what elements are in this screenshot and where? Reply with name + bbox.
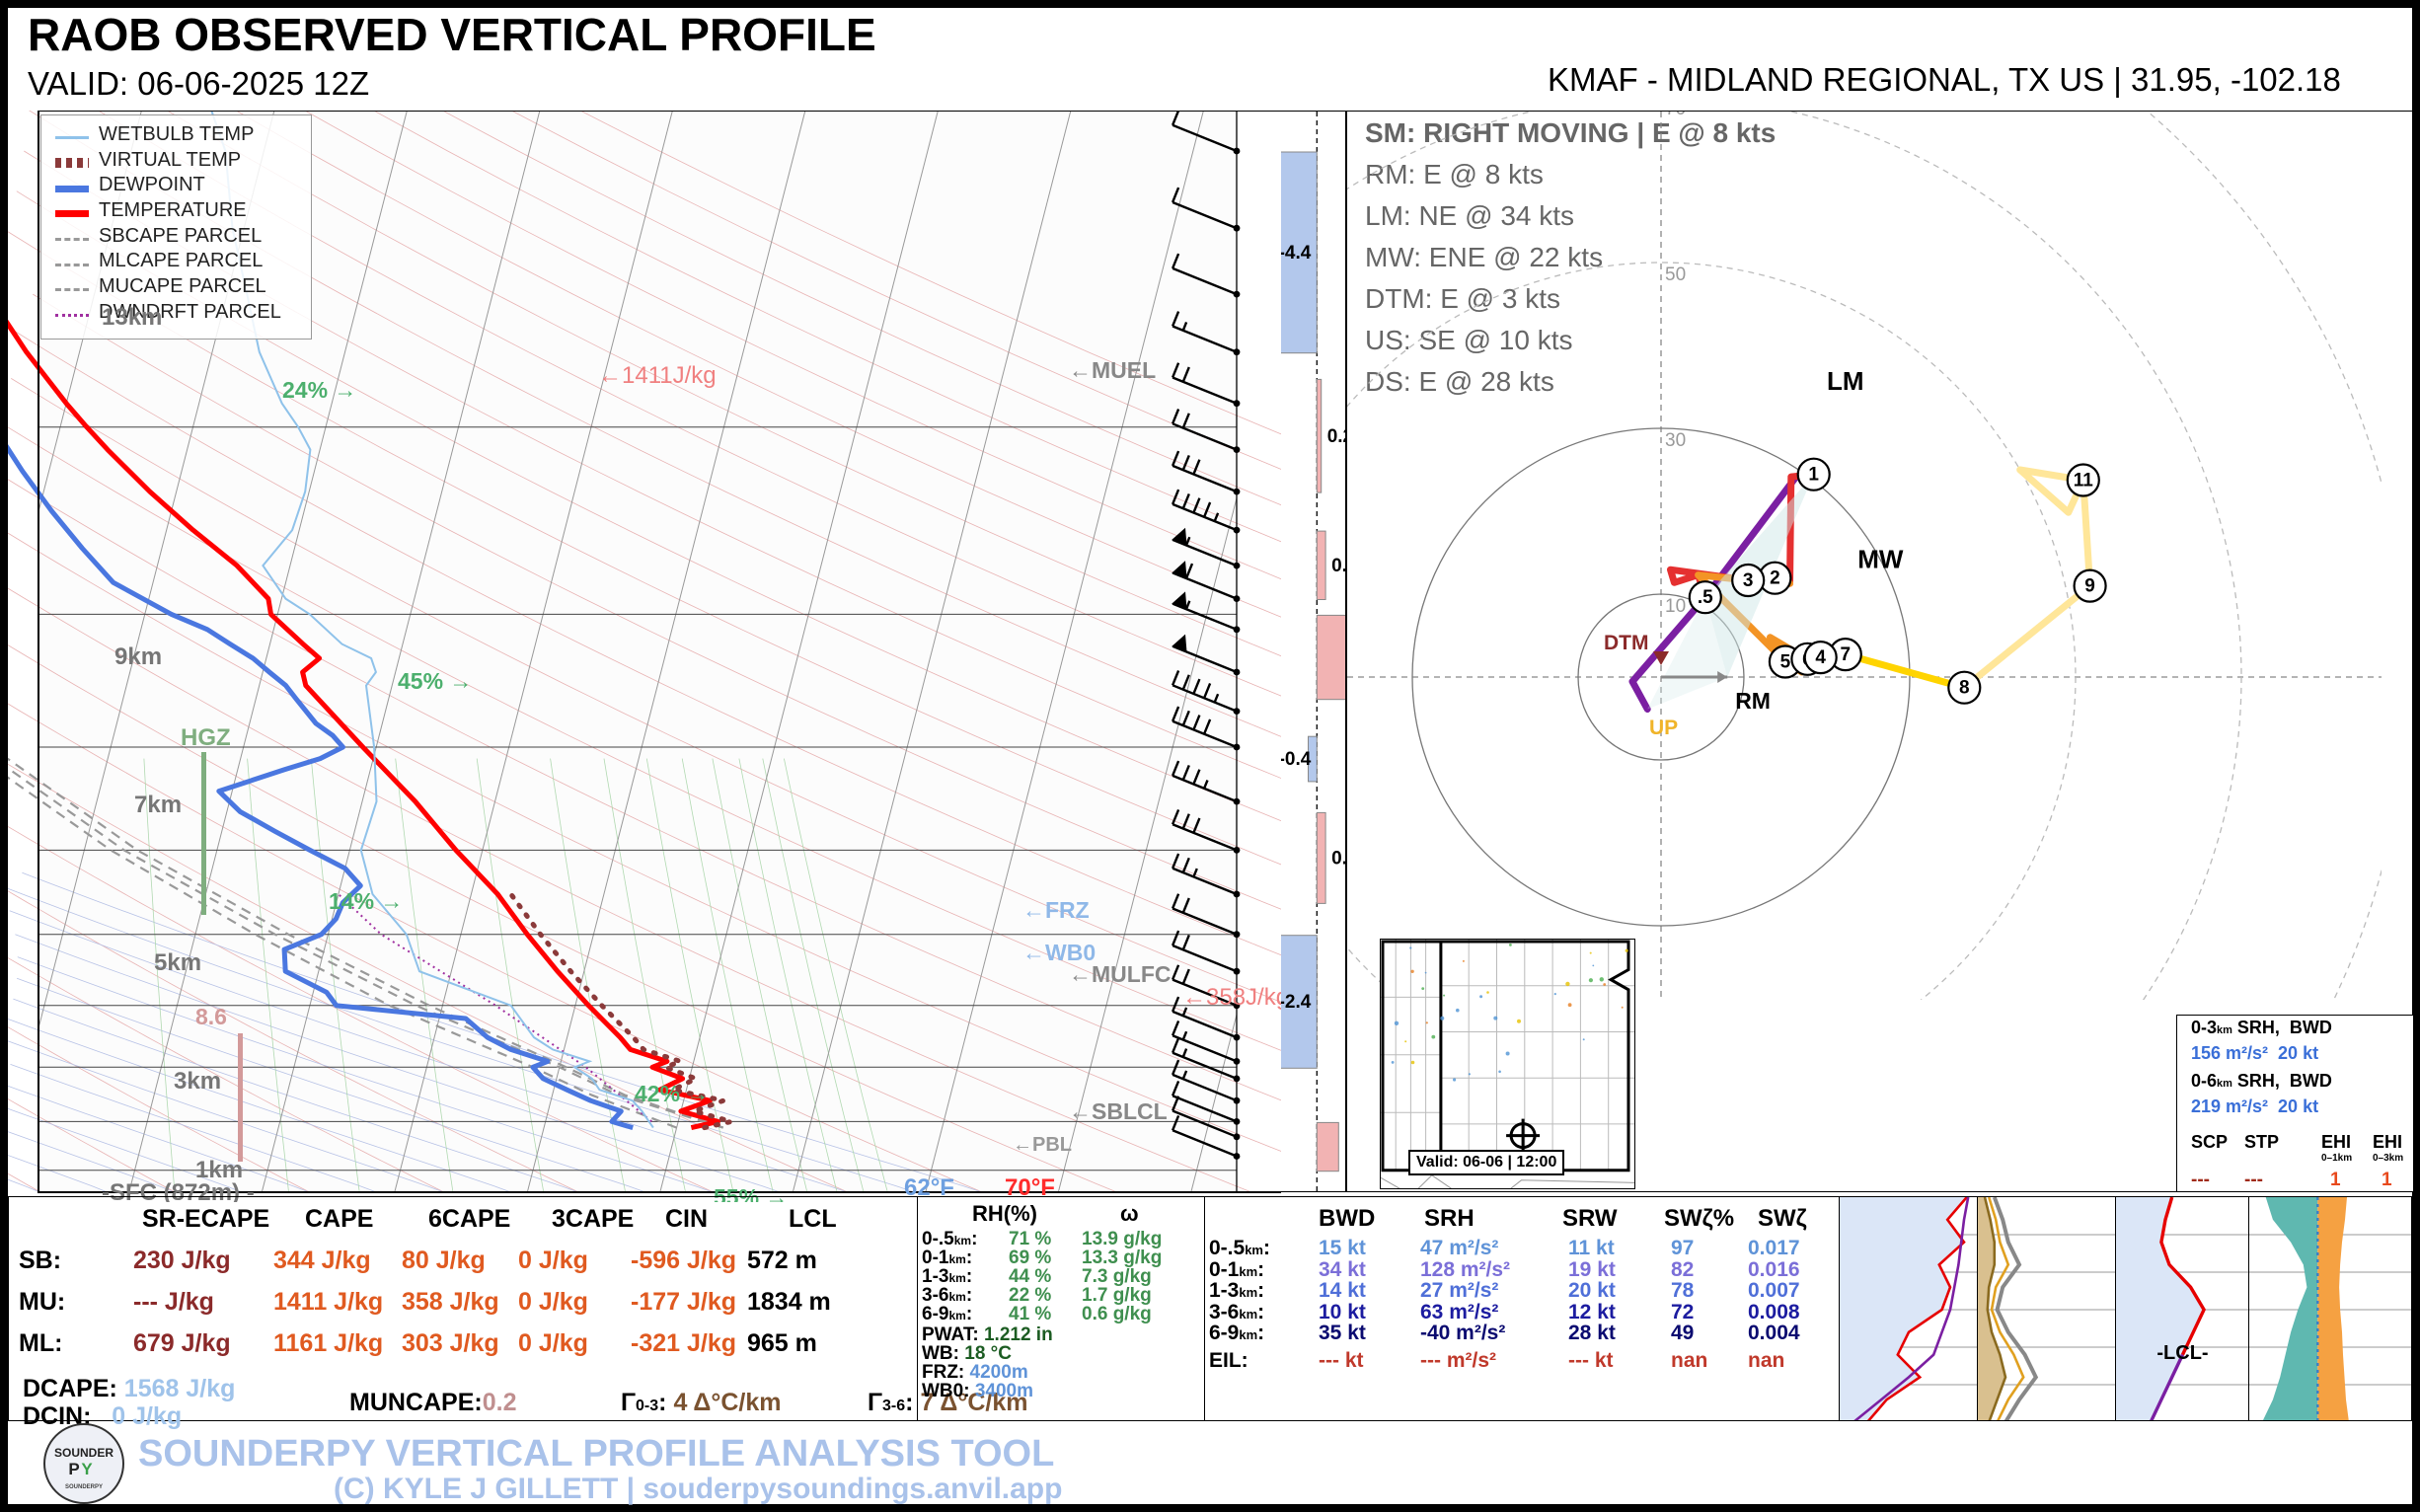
svg-text:30: 30 bbox=[1665, 430, 1686, 451]
svg-text:-LCL-: -LCL- bbox=[2156, 1342, 2208, 1364]
svg-text:0.4: 0.4 bbox=[1331, 556, 1346, 576]
svg-text:10: 10 bbox=[1665, 596, 1686, 617]
svg-text:.5: .5 bbox=[1698, 587, 1713, 608]
svg-text:LM: LM bbox=[1827, 366, 1864, 396]
svg-text:-4.4: -4.4 bbox=[1281, 243, 1312, 264]
svg-text:0.2: 0.2 bbox=[1327, 426, 1346, 447]
svg-text:MW: MW bbox=[1857, 544, 1904, 573]
svg-text:RM: RM bbox=[1735, 688, 1771, 714]
svg-text:Y: Y bbox=[81, 1460, 93, 1478]
svg-text:50: 50 bbox=[1665, 265, 1686, 285]
svg-text:P: P bbox=[68, 1460, 79, 1478]
svg-text:UP: UP bbox=[1649, 717, 1678, 739]
svg-text:5: 5 bbox=[1780, 652, 1791, 673]
svg-text:8: 8 bbox=[1959, 678, 1970, 699]
svg-text:0.4: 0.4 bbox=[1331, 848, 1346, 869]
svg-text:2: 2 bbox=[1770, 568, 1780, 589]
svg-text:70: 70 bbox=[1665, 112, 1686, 119]
svg-text:3: 3 bbox=[1743, 570, 1754, 591]
svg-text:-0.4: -0.4 bbox=[1281, 749, 1312, 770]
svg-text:1: 1 bbox=[1808, 465, 1819, 486]
svg-text:11: 11 bbox=[2074, 471, 2094, 491]
svg-text:-2.4: -2.4 bbox=[1281, 992, 1312, 1013]
svg-text:DTM: DTM bbox=[1604, 632, 1649, 654]
svg-text:7: 7 bbox=[1841, 644, 1852, 665]
svg-text:4: 4 bbox=[1815, 647, 1826, 668]
svg-text:SOUNDER: SOUNDER bbox=[54, 1446, 113, 1460]
svg-text:9: 9 bbox=[2084, 576, 2095, 597]
svg-text:SOUNDERPY: SOUNDERPY bbox=[65, 1484, 103, 1490]
